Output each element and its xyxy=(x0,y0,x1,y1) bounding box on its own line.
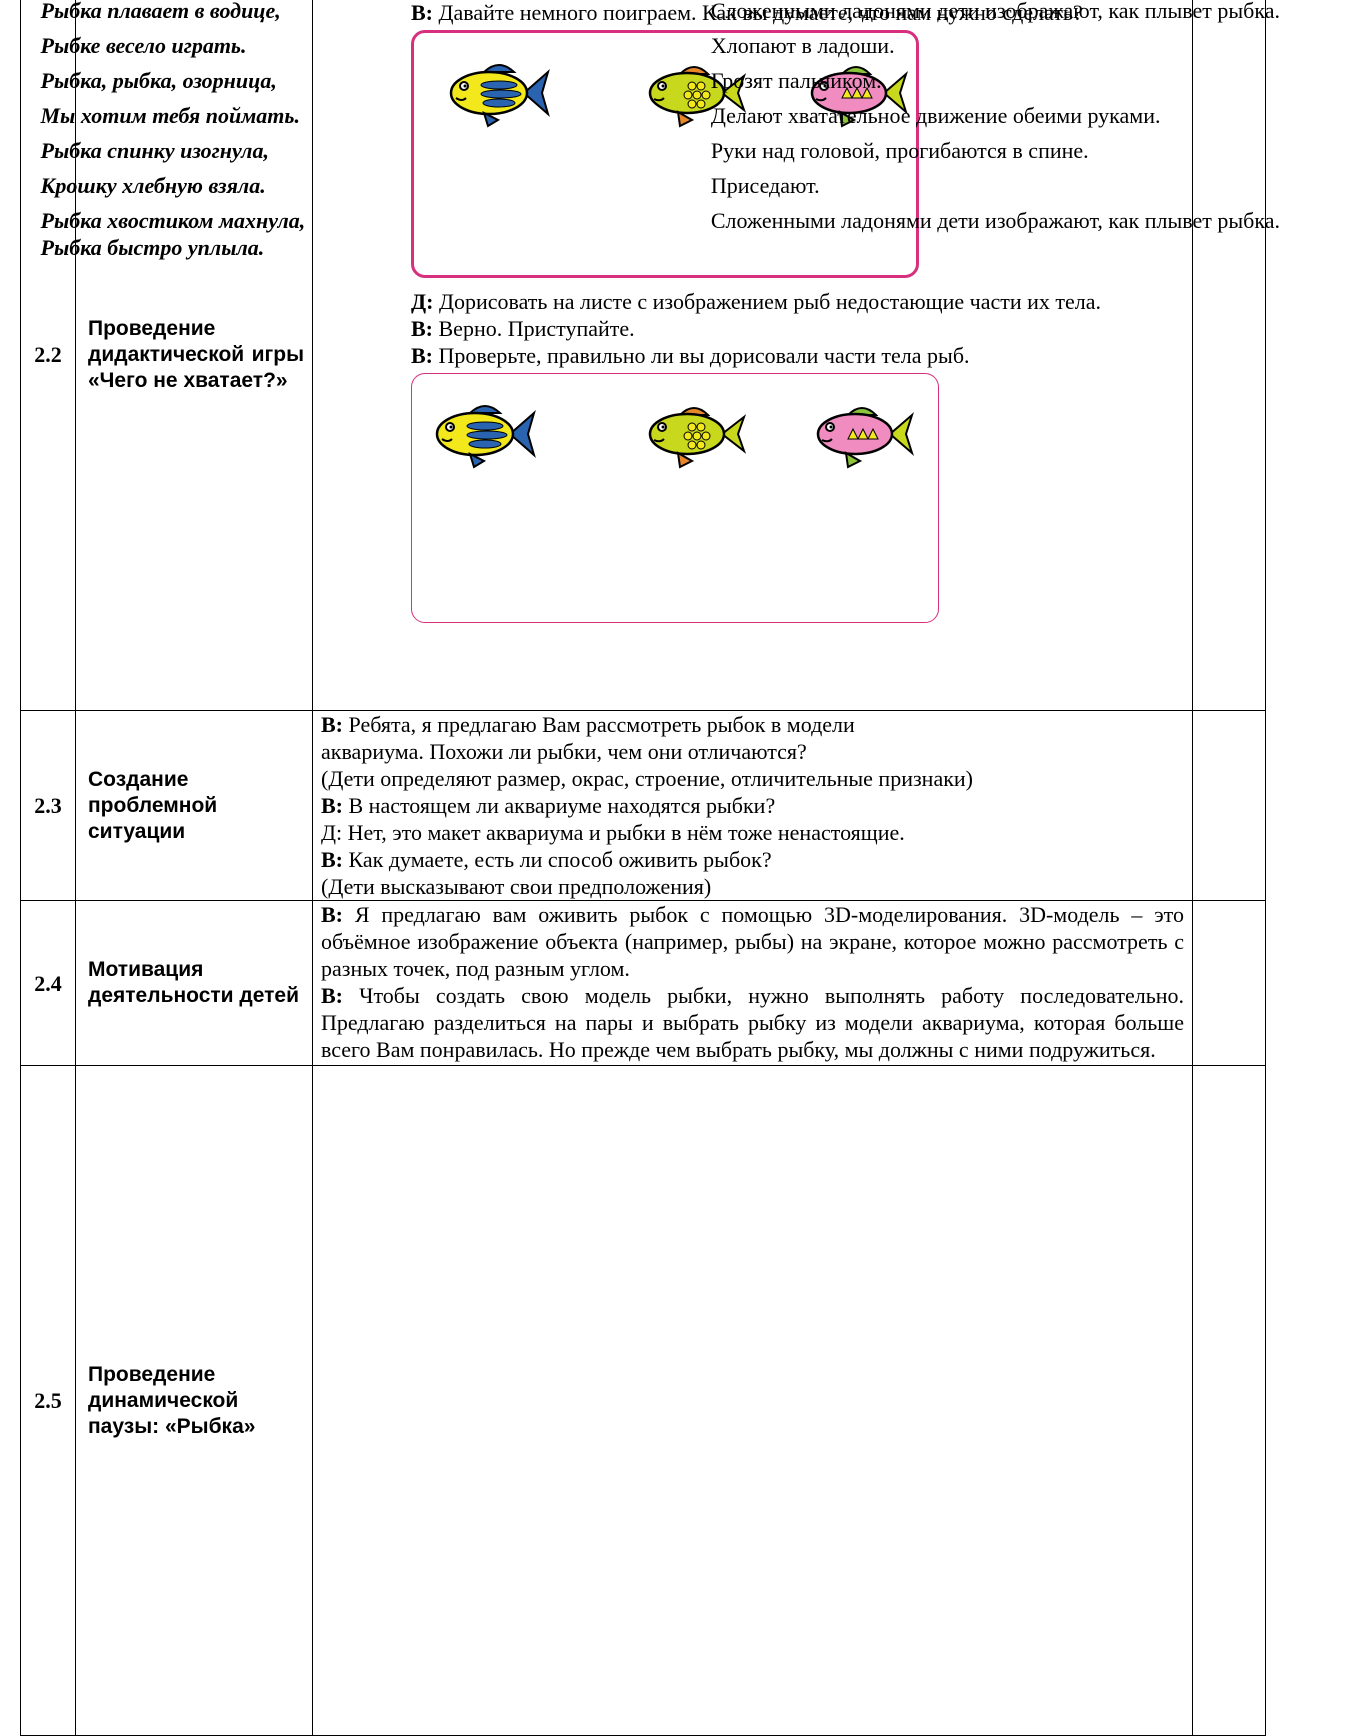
action: Сложенными ладонями дети изображают, как… xyxy=(710,207,1280,233)
row: 2.3 Создание проблемной ситуации В: Ребя… xyxy=(20,710,1266,901)
paragraph: В: Я предлагаю вам оживить рыбок с помощ… xyxy=(321,901,1184,982)
paragraph-text: (Дети высказывают свои предположения) xyxy=(321,874,712,899)
row-number: 2.4 xyxy=(20,900,76,1066)
row-number: 2.2 xyxy=(20,0,76,711)
verse: Рыбка плавает в водице, xyxy=(40,0,281,23)
empty-cell xyxy=(1192,0,1266,711)
paragraph: (Дети определяют размер, окрас, строение… xyxy=(321,765,1184,792)
speaker: Д: xyxy=(411,289,434,314)
empty-cell xyxy=(1192,710,1266,901)
paragraph-text: Давайте немного поиграем. Как вы думаете… xyxy=(438,0,1083,25)
action: Грозят пальчиком. xyxy=(710,67,882,93)
row-title: Проведение динамической паузы: «Рыбка» xyxy=(75,1065,313,1736)
row: 2.2 Проведение дидактической игры «Чего … xyxy=(20,0,1266,711)
row-number: 2.3 xyxy=(20,710,76,901)
speaker: В: xyxy=(411,343,433,368)
fish-picture xyxy=(411,373,939,623)
paragraph-text: Как думаете, есть ли способ оживить рыбо… xyxy=(348,847,772,872)
paragraph-text: В настоящем ли аквариуме находятся рыбки… xyxy=(348,793,776,818)
row: 2.5 Проведение динамической паузы: «Рыбк… xyxy=(20,0,1280,1736)
row-title: Проведение дидактической игры «Чего не х… xyxy=(75,0,313,711)
empty-cell xyxy=(1192,900,1266,1066)
action: Хлопают в ладоши. xyxy=(710,32,895,58)
row-number: 2.5 xyxy=(20,1065,76,1736)
dialogue: Д: Дорисовать на листе с изображением ры… xyxy=(321,288,1184,369)
poem-line: Рыбка плавает в водице, Сложенными ладоня… xyxy=(41,0,1286,32)
row-title: Мотивация деятельности детей xyxy=(75,900,313,1066)
page-body: 2.2 Проведение дидактической игры «Чего … xyxy=(20,0,1280,1736)
speaker: В: xyxy=(411,0,433,25)
row-content: Рыбка плавает в водице, Сложенными ладоня… xyxy=(41,0,1280,1736)
row-content: В: Я предлагаю вам оживить рыбок с помощ… xyxy=(312,900,1193,1066)
paragraph-text: Ребята, я предлагаю Вам рассмотреть рыбо… xyxy=(321,712,855,764)
paragraph-text: Верно. Приступайте. xyxy=(438,316,635,341)
action: Приседают. xyxy=(710,172,820,198)
paragraph-text: Проверьте, правильно ли вы дорисовали ча… xyxy=(438,343,970,368)
verse: Рыбке весело играть. xyxy=(40,32,247,58)
verse: Крошку хлебную взяла. xyxy=(40,172,266,198)
dialogue: В: Давайте немного поиграем. Как вы дума… xyxy=(321,0,1184,26)
poem-line: Рыбка спинку изогнула, Руки над головой, … xyxy=(41,137,1286,172)
poem-line: Крошку хлебную взяла. Приседают. xyxy=(41,172,1286,207)
verse: Мы хотим тебя поймать. xyxy=(40,102,300,128)
action: Руки над головой, прогибаются в спине. xyxy=(710,137,1089,163)
row-title: Создание проблемной ситуации xyxy=(75,710,313,901)
speaker: В: xyxy=(321,712,343,737)
paragraph: В: Ребята, я предлагаю Вам рассмотреть р… xyxy=(321,711,1184,765)
poem-line: Рыбке весело играть. Хлопают в ладоши. xyxy=(41,32,1286,67)
empty-cell xyxy=(1192,1065,1266,1736)
paragraph-text: Д: Нет, это макет аквариума и рыбки в нё… xyxy=(321,820,905,845)
paragraph: (Дети высказывают свои предположения) xyxy=(321,873,1184,900)
paragraph-text: Я предлагаю вам оживить рыбок с помощью … xyxy=(321,902,1185,981)
row: 2.4 Мотивация деятельности детей В: Я пр… xyxy=(20,900,1266,1066)
speaker: В: xyxy=(321,847,343,872)
paragraph: В: Проверьте, правильно ли вы дорисовали… xyxy=(321,342,1184,369)
paragraph: Д: Дорисовать на листе с изображением ры… xyxy=(321,288,1184,315)
lesson-table: 2.2 Проведение дидактической игры «Чего … xyxy=(20,0,1280,1736)
speaker: В: xyxy=(321,902,343,927)
row-content: В: Давайте немного поиграем. Как вы дума… xyxy=(312,0,1193,711)
speaker: В: xyxy=(321,983,343,1008)
speaker: В: xyxy=(321,793,343,818)
paragraph-text: Дорисовать на листе с изображением рыб н… xyxy=(438,289,1102,314)
paragraph: В: Чтобы создать свою модель рыбки, нужн… xyxy=(321,982,1184,1063)
paragraph-text: (Дети определяют размер, окрас, строение… xyxy=(321,766,973,791)
page: Lesson table {"rows": [ {"number": "2.2"… xyxy=(20,0,1280,1736)
paragraph: В: Как думаете, есть ли способ оживить р… xyxy=(321,846,1184,873)
verse: Рыбка, рыбка, озорница, xyxy=(40,67,277,93)
poem-line: Рыбка хвостиком махнула, Рыбка быстро уп… xyxy=(41,207,1286,269)
paragraph: В: Давайте немного поиграем. Как вы дума… xyxy=(321,0,1184,26)
row-content: В: Ребята, я предлагаю Вам рассмотреть р… xyxy=(312,710,1193,901)
poem: Рыбка плавает в водице, Сложенными ладоня… xyxy=(41,0,1286,269)
action: Делают хватательное движение обеими рука… xyxy=(710,102,1161,128)
paragraph: Д: Нет, это макет аквариума и рыбки в нё… xyxy=(321,819,1184,846)
paragraph-text: Чтобы создать свою модель рыбки, нужно в… xyxy=(321,983,1184,1062)
poem-line: Рыбка, рыбка, озорница, Грозят пальчиком. xyxy=(41,67,1286,102)
poem-line: Мы хотим тебя поймать. Делают хватательно… xyxy=(41,102,1286,137)
paragraph: В: Верно. Приступайте. xyxy=(321,315,1184,342)
verse: Рыбка спинку изогнула, xyxy=(40,137,269,163)
action: Сложенными ладонями дети изображают, как… xyxy=(710,0,1280,23)
verse: Рыбка хвостиком махнула, Рыбка быстро уп… xyxy=(40,207,306,260)
paragraph: В: В настоящем ли аквариуме находятся ры… xyxy=(321,792,1184,819)
speaker: В: xyxy=(411,316,433,341)
